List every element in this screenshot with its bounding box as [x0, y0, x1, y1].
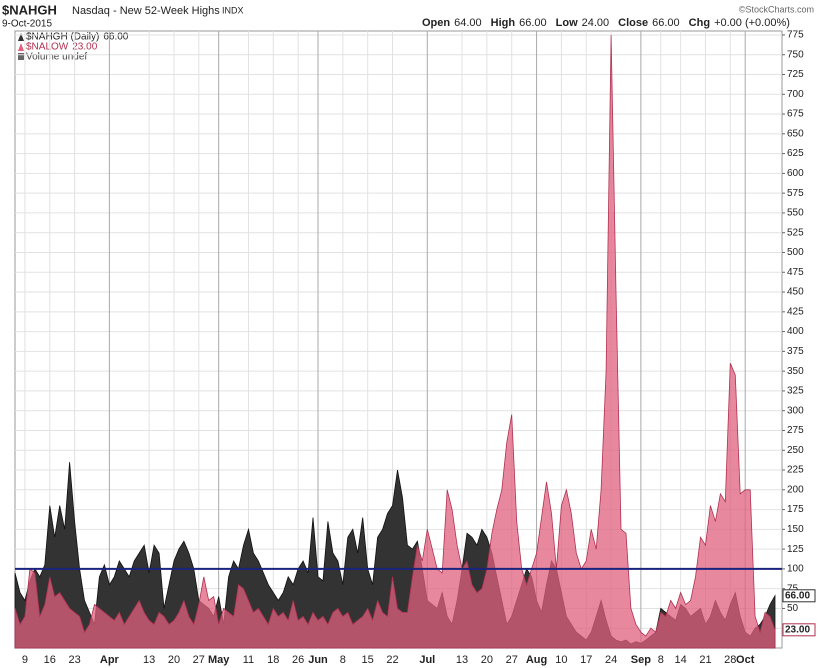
- x-tick-label: 10: [555, 654, 567, 666]
- y-tick-label: 425: [787, 306, 804, 317]
- y-tick-label: 50: [787, 603, 799, 614]
- x-tick-label: 13: [143, 654, 155, 666]
- x-tick-label: 27: [506, 654, 518, 666]
- y-tick-label: 175: [787, 504, 804, 515]
- x-tick-label: 8: [658, 654, 664, 666]
- y-tick-label: 750: [787, 49, 804, 60]
- legend-label: $NALOW: [26, 42, 69, 53]
- legend-swatch: [18, 43, 24, 51]
- area: [14, 462, 776, 649]
- y-tick-label: 200: [787, 484, 804, 495]
- last-value-label: 23.00: [785, 624, 810, 635]
- x-tick-label: 21: [699, 654, 711, 666]
- x-tick-label: 17: [580, 654, 592, 666]
- y-tick-label: 275: [787, 425, 804, 436]
- x-tick-label: 14: [674, 654, 686, 666]
- quote-value: 66.00: [519, 17, 547, 29]
- quote-value: 24.00: [582, 17, 610, 29]
- legend-swatch: [18, 33, 24, 41]
- quote-label: Chg: [689, 17, 710, 29]
- credit: ©StockCharts.com: [739, 4, 814, 14]
- x-tick-label: 24: [605, 654, 617, 666]
- x-tick-label: Aug: [526, 654, 547, 666]
- y-tick-label: 100: [787, 564, 804, 575]
- y-tick-label: 325: [787, 386, 804, 397]
- x-tick-label: 20: [481, 654, 493, 666]
- x-tick-label: 23: [68, 654, 80, 666]
- quote-label: Low: [556, 17, 578, 29]
- x-tick-label: 9: [22, 654, 28, 666]
- y-tick-label: 250: [787, 445, 804, 456]
- legend-value: 23.00: [72, 42, 97, 53]
- chart-title: $NAHGH: [2, 2, 57, 17]
- y-tick-label: 450: [787, 287, 804, 298]
- x-tick-label: 26: [292, 654, 304, 666]
- quote-label: Close: [618, 17, 648, 29]
- y-tick-label: 675: [787, 109, 804, 120]
- date: 9-Oct-2015: [2, 19, 52, 30]
- y-tick-label: 725: [787, 69, 804, 80]
- x-tick-label: Jun: [308, 654, 328, 666]
- x-tick-label: 11: [243, 654, 254, 666]
- legend-swatch: [18, 53, 24, 60]
- y-tick-label: 525: [787, 227, 804, 238]
- y-tick-label: 75: [787, 583, 799, 594]
- legend-value: 66.00: [103, 32, 128, 43]
- x-tick-label: 20: [168, 654, 180, 666]
- y-tick-label: 600: [787, 168, 804, 179]
- quote-value: +0.00 (+0.00%): [714, 17, 790, 29]
- chart-subtitle: Nasdaq - New 52-Week Highs: [72, 5, 220, 17]
- y-tick-label: 150: [787, 524, 804, 535]
- quote-value: 64.00: [454, 17, 482, 29]
- x-tick-label: 13: [456, 654, 468, 666]
- x-tick-label: Sep: [631, 654, 651, 666]
- y-tick-label: 475: [787, 267, 804, 278]
- y-tick-label: 375: [787, 346, 804, 357]
- quote-label: High: [491, 17, 516, 29]
- quote-value: 66.00: [652, 17, 680, 29]
- x-tick-label: 28: [724, 654, 736, 666]
- x-tick-label: 15: [362, 654, 374, 666]
- y-tick-label: 575: [787, 188, 804, 199]
- y-tick-label: 500: [787, 247, 804, 258]
- x-tick-label: 27: [193, 654, 205, 666]
- x-tick-label: 16: [44, 654, 56, 666]
- legend-label: Volume undef: [26, 52, 87, 63]
- y-tick-label: 550: [787, 208, 804, 219]
- area: [14, 34, 776, 649]
- last-value-box: [782, 623, 816, 637]
- y-tick-label: 125: [787, 544, 804, 555]
- quote-label: Open: [422, 17, 450, 29]
- y-tick-label: 225: [787, 465, 804, 476]
- y-tick-label: 700: [787, 89, 804, 100]
- y-tick-label: 625: [787, 148, 804, 159]
- quote: Open 64.00 High 66.00 Low 24.00 Close 66.00 Chg +…: [422, 17, 790, 29]
- y-tick-label: 300: [787, 405, 804, 416]
- y-tick-label: 650: [787, 128, 804, 139]
- x-tick-label: May: [208, 654, 230, 666]
- x-tick-label: 8: [340, 654, 346, 666]
- x-tick-label: Apr: [100, 654, 120, 666]
- x-tick-label: 18: [267, 654, 279, 666]
- last-value-label: 66.00: [785, 590, 810, 601]
- last-value-box: [782, 589, 816, 603]
- x-tick-label: Oct: [736, 654, 755, 666]
- y-tick-label: 400: [787, 326, 804, 337]
- x-tick-label: Jul: [419, 654, 435, 666]
- legend-label: $NAHGH (Daily): [26, 32, 99, 43]
- y-tick-label: 775: [787, 30, 804, 41]
- x-tick-label: 22: [386, 654, 398, 666]
- exchange: INDX: [222, 5, 244, 15]
- y-tick-label: 350: [787, 366, 804, 377]
